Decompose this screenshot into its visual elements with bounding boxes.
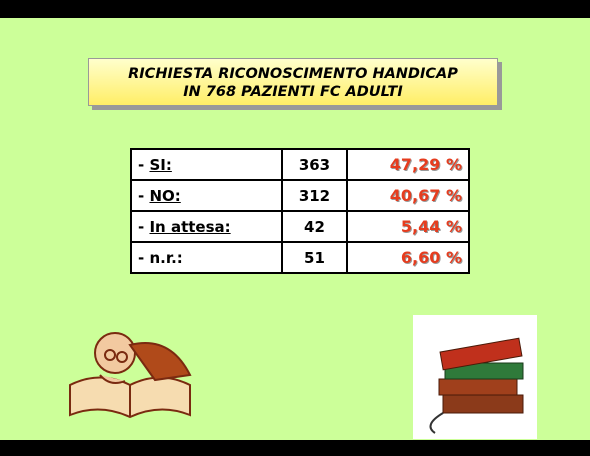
- row-count: 312: [282, 180, 346, 211]
- row-count: 363: [282, 149, 346, 180]
- slide: RICHIESTA RICONOSCIMENTO HANDICAP IN 768…: [0, 0, 590, 456]
- title-box: RICHIESTA RICONOSCIMENTO HANDICAP IN 768…: [88, 58, 498, 106]
- row-percent: 47,29 %: [347, 149, 469, 180]
- row-label-cell: - NO:: [131, 180, 282, 211]
- row-percent: 5,44 %: [347, 211, 469, 242]
- title-line: IN 768 PAZIENTI FC ADULTI: [89, 83, 497, 101]
- row-label-cell: - n.r.:: [131, 242, 282, 273]
- row-count: 51: [282, 242, 346, 273]
- bottom-bar: [0, 440, 590, 456]
- reader-clipart: [60, 315, 210, 425]
- row-label: In attesa:: [149, 218, 230, 236]
- row-label: n.r.:: [149, 249, 182, 267]
- row-percent: 40,67 %: [347, 180, 469, 211]
- row-label-cell: - SI:: [131, 149, 282, 180]
- books-clipart: [413, 315, 537, 439]
- row-count: 42: [282, 211, 346, 242]
- row-label: SI:: [149, 156, 171, 174]
- row-percent: 6,60 %: [347, 242, 469, 273]
- top-bar: [0, 0, 590, 18]
- row-label: NO:: [149, 187, 180, 205]
- row-prefix: -: [138, 156, 144, 174]
- row-prefix: -: [138, 218, 144, 236]
- row-label-cell: - In attesa:: [131, 211, 282, 242]
- row-prefix: -: [138, 187, 144, 205]
- title-line: RICHIESTA RICONOSCIMENTO HANDICAP: [89, 65, 497, 83]
- row-prefix: -: [138, 249, 144, 267]
